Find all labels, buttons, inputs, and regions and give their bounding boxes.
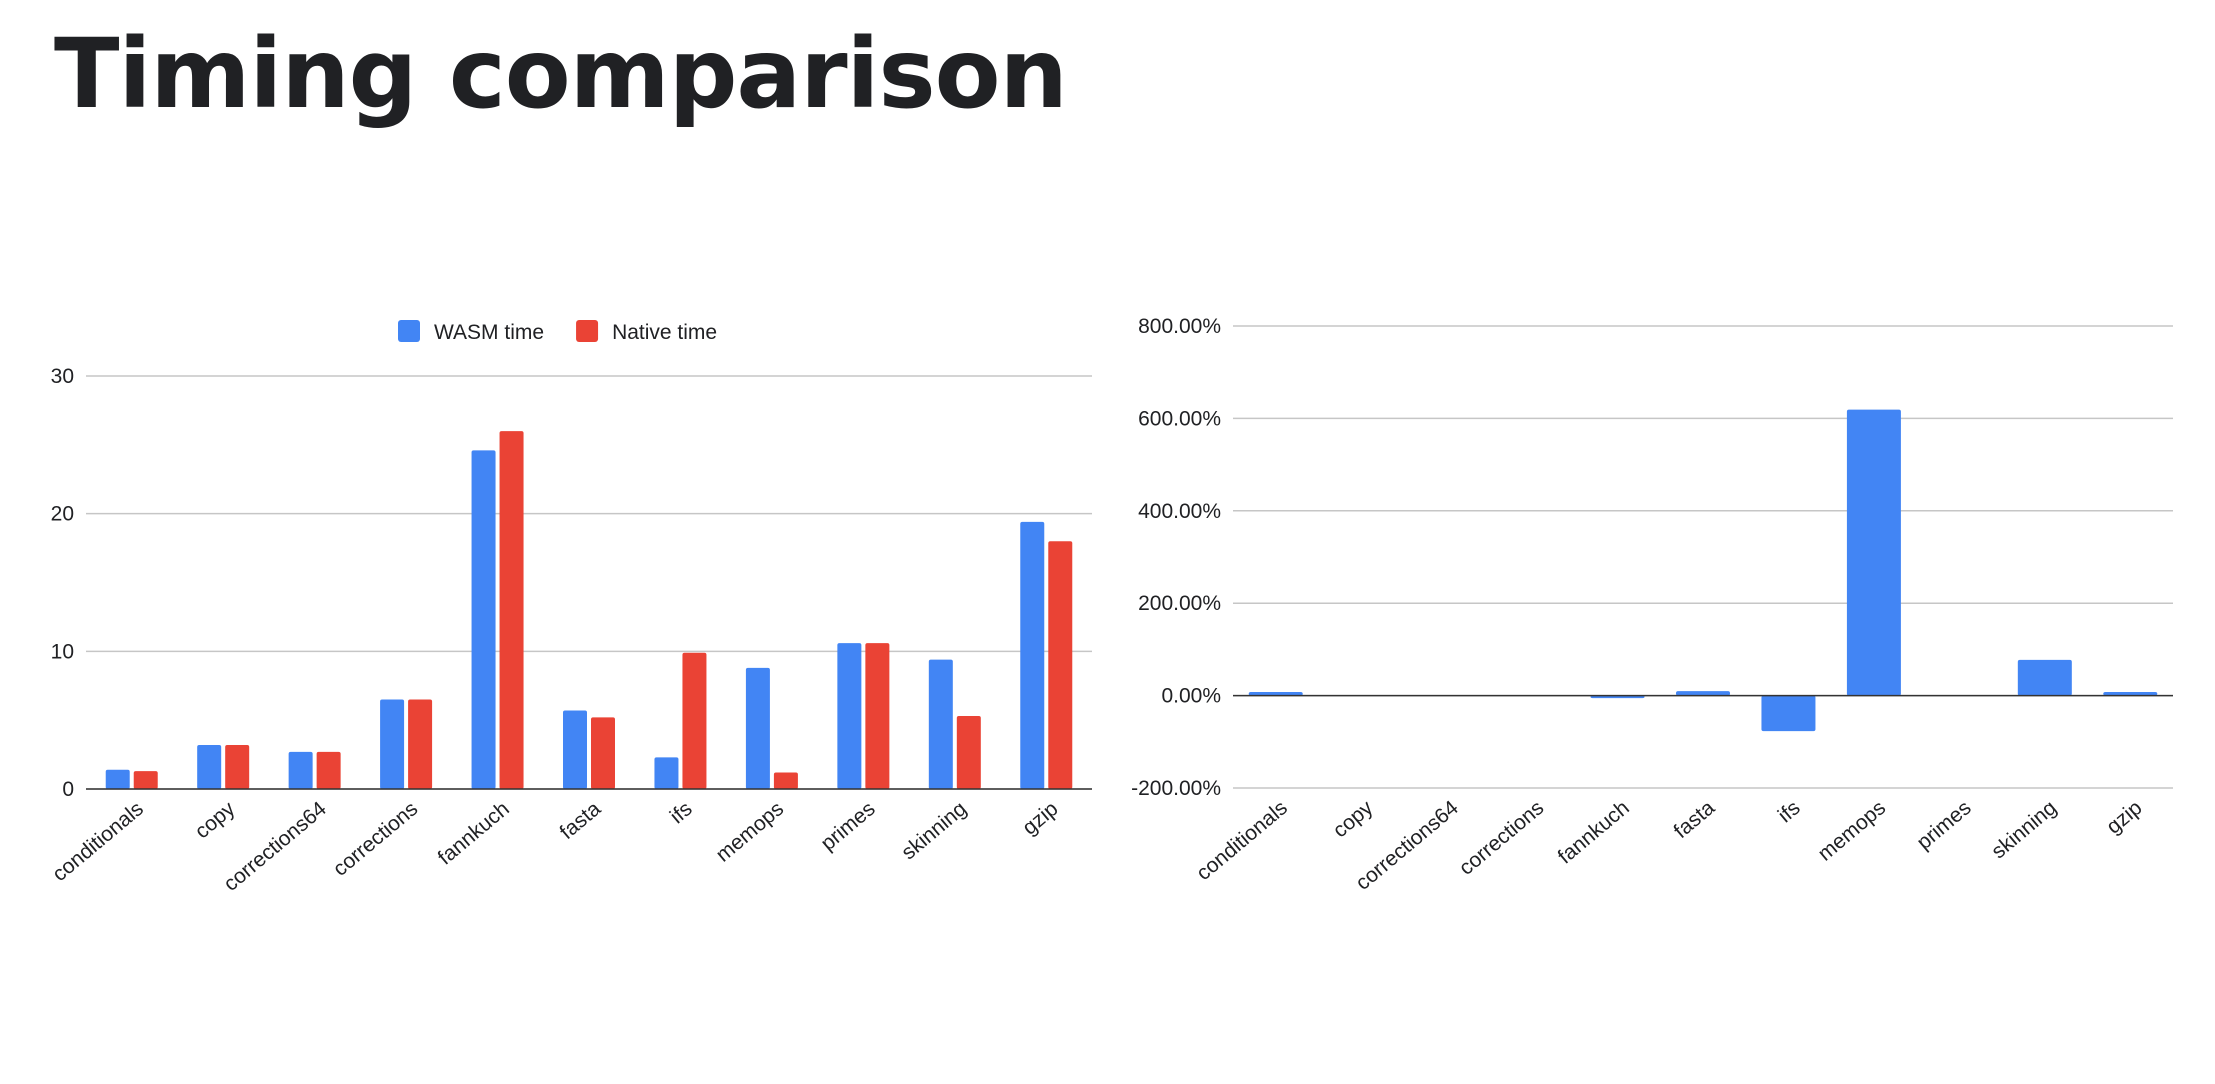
timing-bar-primes-native-time [865, 643, 890, 789]
timing-bar-gzip-native-time [1048, 541, 1073, 789]
diff-y-tick-label: -200.00% [1131, 777, 1221, 800]
diff-bar-fasta [1676, 691, 1730, 696]
timing-legend-label-wasm-time: WASM time [434, 321, 544, 344]
timing-legend-swatch-wasm-time [398, 320, 420, 342]
timing-y-tick-label: 30 [51, 365, 74, 388]
timing-bar-corrections64-native-time [316, 751, 341, 789]
timing-bar-conditionals-native-time [133, 771, 158, 789]
timing-bar-memops-wasm-time [745, 667, 770, 789]
diff-x-tick-label: ifs [1774, 796, 1805, 827]
timing-bar-fannkuch-wasm-time [471, 450, 496, 789]
timing-bar-fasta-wasm-time [563, 710, 587, 789]
timing-bar-corrections-wasm-time [380, 699, 405, 789]
timing-bar-gzip-wasm-time [1020, 521, 1045, 789]
timing-bar-skinning-native-time [956, 716, 981, 789]
diff-bar-gzip [2103, 691, 2158, 696]
diff-bar-memops [1846, 409, 1901, 696]
slide-title: Timing comparison [54, 18, 1068, 130]
timing-bar-corrections-native-time [408, 699, 433, 789]
diff-x-tick-label: copy [1329, 796, 1378, 842]
timing-bar-primes-wasm-time [837, 643, 862, 789]
timing-bar-conditionals-wasm-time [105, 769, 130, 789]
timing-y-tick-label: 10 [51, 640, 74, 663]
timing-bar-corrections64-wasm-time [288, 751, 313, 789]
timing-y-tick-label: 20 [51, 503, 74, 526]
diff-x-tick-label: corrections [1455, 796, 1548, 880]
timing-bar-ifs-native-time [682, 652, 707, 789]
timing-bar-copy-wasm-time [197, 744, 222, 789]
diff-x-tick-label: memops [1814, 796, 1890, 865]
diff-x-tick-label: gzip [2102, 796, 2146, 838]
diff-bar-skinning [2017, 659, 2072, 696]
timing-bar-ifs-wasm-time [654, 757, 679, 789]
timing-bar-copy-native-time [225, 744, 250, 789]
diff-x-tick-label: conditionals [1192, 796, 1292, 885]
diff-x-tick-label: skinning [1987, 796, 2061, 863]
diff-x-tick-label: fasta [1670, 796, 1720, 843]
diff-y-tick-label: 600.00% [1138, 407, 1221, 430]
timing-legend-label-native-time: Native time [612, 321, 717, 344]
diff-y-tick-label: 0.00% [1161, 685, 1221, 708]
timing-bar-fannkuch-native-time [499, 431, 524, 789]
diff-x-tick-label: primes [1913, 796, 1976, 854]
timing-bar-skinning-wasm-time [928, 659, 953, 789]
timing-legend-swatch-native-time [576, 320, 599, 342]
diff-y-tick-label: 800.00% [1138, 315, 1221, 338]
timing-y-tick-label: 0 [62, 778, 74, 801]
diff-x-tick-label: fannkuch [1554, 796, 1634, 868]
timing-bar-fasta-native-time [591, 717, 615, 789]
diff-bar-ifs [1761, 695, 1816, 732]
diff-bar-conditionals [1248, 692, 1303, 696]
timing-bar-memops-native-time [773, 772, 798, 789]
diff-y-tick-label: 400.00% [1138, 500, 1221, 523]
diff-y-tick-label: 200.00% [1138, 592, 1221, 615]
